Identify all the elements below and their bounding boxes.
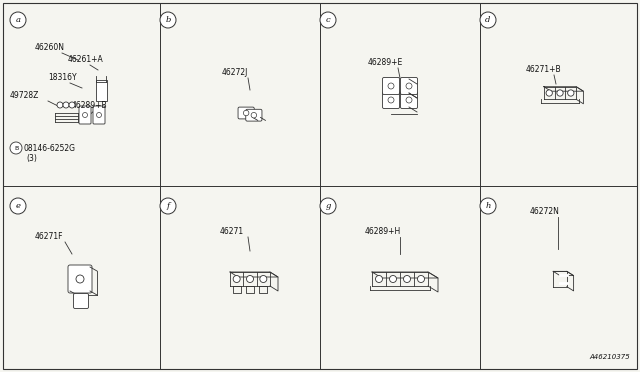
Text: g: g: [325, 202, 331, 210]
Circle shape: [160, 198, 176, 214]
FancyBboxPatch shape: [383, 92, 399, 109]
Text: 46261+A: 46261+A: [68, 55, 104, 64]
Circle shape: [406, 97, 412, 103]
Circle shape: [10, 12, 26, 28]
FancyBboxPatch shape: [401, 92, 417, 109]
Text: 18316Y: 18316Y: [48, 73, 77, 82]
Text: 08146-6252G: 08146-6252G: [23, 144, 75, 153]
Text: c: c: [326, 16, 330, 24]
Circle shape: [69, 102, 75, 108]
FancyBboxPatch shape: [74, 294, 88, 308]
Circle shape: [76, 275, 84, 283]
FancyBboxPatch shape: [246, 109, 262, 121]
Text: A46210375: A46210375: [589, 354, 630, 360]
Text: 46289+E: 46289+E: [368, 58, 403, 67]
Text: (3): (3): [26, 154, 37, 163]
Text: e: e: [15, 202, 20, 210]
Circle shape: [160, 12, 176, 28]
Circle shape: [251, 112, 257, 118]
Circle shape: [480, 198, 496, 214]
Circle shape: [320, 12, 336, 28]
FancyBboxPatch shape: [95, 80, 106, 100]
Circle shape: [233, 276, 240, 282]
Circle shape: [260, 276, 267, 282]
Circle shape: [388, 83, 394, 89]
Circle shape: [388, 97, 394, 103]
Text: 46271F: 46271F: [35, 232, 63, 241]
Circle shape: [557, 90, 563, 96]
Text: a: a: [15, 16, 20, 24]
Text: b: b: [165, 16, 171, 24]
Circle shape: [243, 110, 249, 116]
Circle shape: [403, 276, 410, 282]
Text: 46289+H: 46289+H: [365, 227, 401, 236]
FancyBboxPatch shape: [68, 265, 92, 293]
Text: f: f: [166, 202, 170, 210]
Circle shape: [83, 112, 88, 118]
Circle shape: [568, 90, 574, 96]
Text: h: h: [485, 202, 491, 210]
Text: 49728Z: 49728Z: [10, 91, 40, 100]
Text: 46260N: 46260N: [35, 43, 65, 52]
Circle shape: [480, 12, 496, 28]
Circle shape: [406, 83, 412, 89]
Text: 46272N: 46272N: [530, 207, 560, 216]
Text: d: d: [485, 16, 491, 24]
Circle shape: [97, 112, 102, 118]
FancyBboxPatch shape: [79, 106, 91, 124]
Circle shape: [546, 90, 552, 96]
FancyBboxPatch shape: [93, 106, 105, 124]
FancyBboxPatch shape: [238, 107, 254, 119]
Circle shape: [57, 102, 63, 108]
Text: 46272J: 46272J: [222, 68, 248, 77]
Text: 46289+B: 46289+B: [72, 101, 108, 110]
Circle shape: [10, 198, 26, 214]
Circle shape: [417, 276, 424, 282]
Circle shape: [10, 142, 22, 154]
FancyBboxPatch shape: [383, 77, 399, 94]
Text: 46271+B: 46271+B: [526, 65, 562, 74]
Circle shape: [320, 198, 336, 214]
Circle shape: [246, 276, 253, 282]
Circle shape: [390, 276, 397, 282]
FancyBboxPatch shape: [401, 77, 417, 94]
Text: 46271: 46271: [220, 227, 244, 236]
Text: B: B: [14, 145, 18, 151]
Circle shape: [376, 276, 383, 282]
Circle shape: [63, 102, 69, 108]
